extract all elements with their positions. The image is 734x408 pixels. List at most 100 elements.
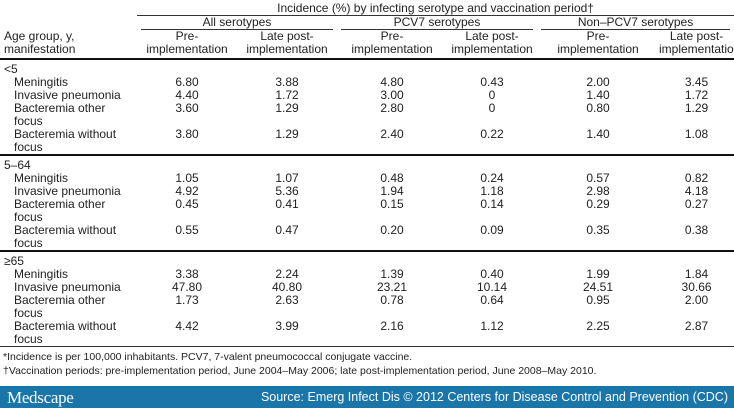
incidence-value: 4.80 <box>380 75 404 89</box>
incidence-value: 10.14 <box>476 280 508 294</box>
manifestation-label: Bacteremia other focus <box>14 101 106 128</box>
incidence-value: 3.00 <box>380 88 404 102</box>
incidence-value: 4.42 <box>137 320 237 347</box>
incidence-value: 2.16 <box>337 320 447 347</box>
incidence-value: 0.64 <box>480 293 504 307</box>
incidence-value: 1.29 <box>275 127 299 141</box>
manifestation-label: Bacteremia without focus <box>14 223 117 250</box>
subhead-late-post-implementation: Late post-implementation <box>246 29 328 56</box>
incidence-value: 0.47 <box>275 223 299 237</box>
incidence-value: 1.99 <box>586 267 610 281</box>
table-row: Bacteremia without focus 0.55 0.47 0.20 0.09 0… <box>0 224 734 251</box>
table-row: Invasive pneumonia 4.40 1.72 3.00 0 1.40 1.72 <box>0 89 734 102</box>
incidence-value: 2.00 <box>684 293 709 307</box>
incidence-value: 1.05 <box>175 171 199 185</box>
incidence-value: 0.14 <box>480 197 504 211</box>
incidence-value: 1.84 <box>684 267 709 281</box>
footnote-vaccination-periods: †Vaccination periods: pre-implementation… <box>3 365 597 377</box>
incidence-value: 0.43 <box>480 75 504 89</box>
incidence-value: 0.09 <box>480 223 504 237</box>
age-group-label: <5 <box>0 58 734 76</box>
incidence-value: 3.60 <box>175 101 199 115</box>
incidence-value: 3.80 <box>175 127 199 141</box>
table-row: Meningitis 3.38 2.24 1.39 0.40 1.99 1.84 <box>0 268 734 281</box>
incidence-value: 0.24 <box>480 171 504 185</box>
group-non-pcv7-serotypes: Non–PCV7 serotypes <box>537 16 734 30</box>
incidence-table: Incidence (%) by infecting serotype and … <box>0 2 734 347</box>
subhead-pre-implementation: Pre-implementation <box>557 29 639 56</box>
incidence-value: 2.63 <box>275 293 299 307</box>
incidence-value: 2.24 <box>275 267 299 281</box>
incidence-value: 1.72 <box>275 88 299 102</box>
incidence-value: 3.88 <box>275 75 299 89</box>
subhead-pre-implementation: Pre-implementation <box>146 29 228 56</box>
incidence-value: 0.15 <box>380 197 404 211</box>
incidence-value: 1.40 <box>586 127 610 141</box>
incidence-value: 2.80 <box>380 101 404 115</box>
manifestation-label: Meningitis <box>14 171 69 185</box>
incidence-value: 1.29 <box>275 101 299 115</box>
manifestation-label: Bacteremia other focus <box>14 293 106 320</box>
footnote-incidence: *Incidence is per 100,000 inhabitants. P… <box>3 351 413 363</box>
incidence-value: 5.36 <box>275 184 299 198</box>
incidence-value: 0.38 <box>684 223 709 237</box>
incidence-value: 30.66 <box>681 280 712 294</box>
medscape-logo: Medscape <box>7 388 74 407</box>
incidence-value: 3.45 <box>684 75 709 89</box>
incidence-value: 2.98 <box>586 184 610 198</box>
incidence-value: 24.51 <box>582 280 614 294</box>
incidence-value: 0.82 <box>684 171 709 185</box>
incidence-value: 1.07 <box>275 171 299 185</box>
incidence-value: 40.80 <box>271 280 303 294</box>
table-row: Meningitis 1.05 1.07 0.48 0.24 0.57 0.82 <box>0 172 734 185</box>
incidence-value: 3.38 <box>175 267 199 281</box>
subhead-late-post-implementation: Late post-implementation <box>659 29 734 56</box>
source-credit: Source: Emerg Infect Dis © 2012 Centers … <box>260 390 728 404</box>
table-row: Bacteremia without focus 3.80 1.29 2.40 0.22 1… <box>0 128 734 155</box>
incidence-value: 0.27 <box>684 197 709 211</box>
age-group-label: 5–64 <box>0 154 734 172</box>
incidence-value: 1.73 <box>175 293 199 307</box>
incidence-value: 1.94 <box>380 184 404 198</box>
incidence-value: 1.08 <box>684 127 709 141</box>
incidence-value: 0.35 <box>586 223 610 237</box>
incidence-value: 0.41 <box>275 197 299 211</box>
manifestation-label: Bacteremia without focus <box>0 320 137 347</box>
incidence-value: 1.39 <box>380 267 404 281</box>
incidence-value: 0 <box>488 101 496 115</box>
incidence-value: 0.57 <box>586 171 610 185</box>
incidence-value: 1.29 <box>684 101 709 115</box>
incidence-value: 2.25 <box>537 320 659 347</box>
incidence-value: 0.78 <box>380 293 404 307</box>
incidence-value: 47.80 <box>171 280 203 294</box>
age-group-label: ≥65 <box>0 250 734 268</box>
incidence-value: 2.40 <box>380 127 404 141</box>
incidence-value: 0.20 <box>380 223 404 237</box>
group-pcv7-serotypes: PCV7 serotypes <box>337 16 537 30</box>
footer-bar: Medscape Source: Emerg Infect Dis © 2012… <box>0 386 734 408</box>
incidence-value: 0.22 <box>480 127 504 141</box>
manifestation-label: Bacteremia without focus <box>14 127 117 154</box>
table-row: Bacteremia other focus 0.45 0.41 0.15 0.14 0.2… <box>0 198 734 224</box>
table-row: Bacteremia without focus 4.42 3.99 2.16 1.12 2… <box>0 320 734 347</box>
incidence-value: 2.87 <box>659 320 734 347</box>
incidence-value: 1.72 <box>684 88 709 102</box>
incidence-value: 23.21 <box>376 280 408 294</box>
row-header: Age group, y, manifestation <box>4 29 76 56</box>
incidence-value: 0.29 <box>586 197 610 211</box>
incidence-value: 0 <box>488 88 496 102</box>
incidence-value: 1.12 <box>447 320 537 347</box>
incidence-value: 1.18 <box>480 184 504 198</box>
incidence-value: 4.92 <box>175 184 199 198</box>
incidence-value: 0.80 <box>586 101 610 115</box>
incidence-value: 4.40 <box>175 88 199 102</box>
incidence-value: 2.00 <box>586 75 610 89</box>
incidence-value: 0.40 <box>480 267 504 281</box>
incidence-value: 3.99 <box>237 320 337 347</box>
manifestation-label: Bacteremia other focus <box>14 197 106 224</box>
table-row: Invasive pneumonia 47.80 40.80 23.21 10.14 24… <box>0 281 734 294</box>
group-all-serotypes: All serotypes <box>137 16 337 30</box>
manifestation-label: Invasive pneumonia <box>14 88 121 102</box>
subhead-late-post-implementation: Late post-implementation <box>451 29 533 56</box>
table-row: Bacteremia other focus 3.60 1.29 2.80 0 0.80 1.… <box>0 102 734 128</box>
